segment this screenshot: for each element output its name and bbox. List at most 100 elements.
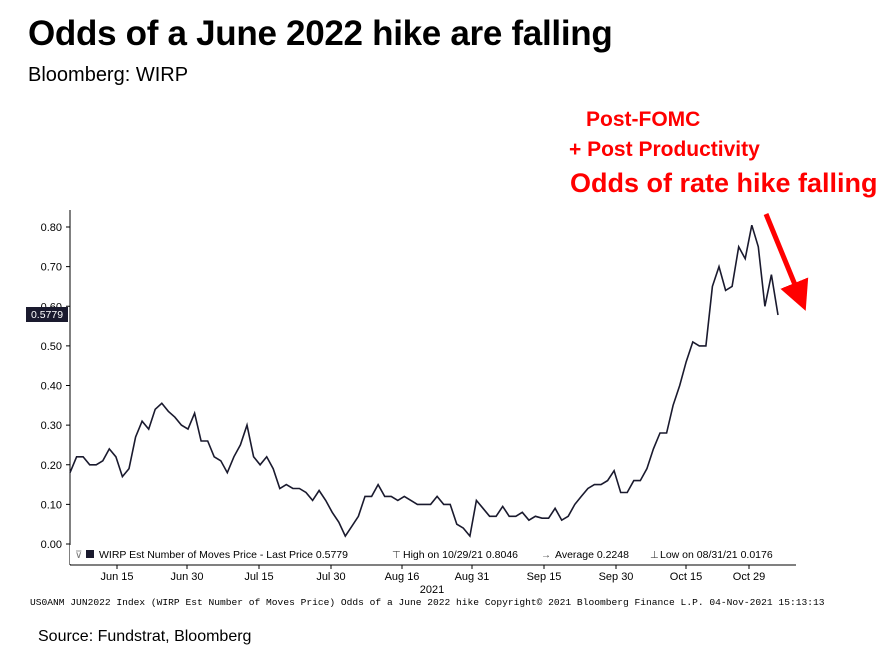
data-point xyxy=(128,467,131,470)
data-point xyxy=(311,499,314,502)
data-point xyxy=(501,505,504,508)
data-point xyxy=(704,344,707,347)
data-point xyxy=(246,424,249,427)
data-point xyxy=(180,424,183,427)
data-point xyxy=(600,483,603,486)
data-point xyxy=(632,479,635,482)
data-point xyxy=(777,314,780,317)
data-point xyxy=(82,455,85,458)
data-point xyxy=(580,495,583,498)
data-point xyxy=(108,447,111,450)
data-point xyxy=(101,459,104,462)
x-tick-label: Sep 15 xyxy=(527,571,562,583)
x-tick-label: Jun 15 xyxy=(100,571,133,583)
annotation-post-fomc: Post-FOMC xyxy=(586,108,701,131)
data-point xyxy=(232,455,235,458)
legend-low-icon: ⊥ xyxy=(650,550,659,561)
data-point xyxy=(344,535,347,538)
x-tick-label: Aug 16 xyxy=(385,571,420,583)
data-point xyxy=(429,503,432,506)
data-point xyxy=(69,471,72,474)
data-point xyxy=(698,344,701,347)
x-tick-label: Sep 30 xyxy=(599,571,634,583)
data-point xyxy=(318,489,321,492)
data-point xyxy=(383,495,386,498)
data-point xyxy=(672,404,675,407)
data-point xyxy=(377,483,380,486)
y-tick-label: 0.40 xyxy=(41,381,62,393)
data-point xyxy=(305,491,308,494)
data-point xyxy=(737,245,740,248)
data-point xyxy=(219,459,222,462)
data-point xyxy=(285,483,288,486)
red-down-arrow-icon xyxy=(763,213,809,311)
last-price-label: 0.5779 xyxy=(31,309,63,321)
y-tick-label: 0.80 xyxy=(41,222,62,234)
data-point xyxy=(514,515,517,518)
data-point xyxy=(239,443,242,446)
data-point xyxy=(449,503,452,506)
data-point xyxy=(606,479,609,482)
data-point xyxy=(639,479,642,482)
x-axis-year-label: 2021 xyxy=(420,584,444,596)
bloomberg-footer: US0ANM JUN2022 Index (WIRP Est Number of… xyxy=(30,597,825,608)
data-point xyxy=(173,416,176,419)
data-point xyxy=(455,523,458,526)
data-point xyxy=(147,428,150,431)
data-point xyxy=(403,495,406,498)
data-point xyxy=(541,517,544,520)
data-point xyxy=(495,515,498,518)
y-tick-label: 0.10 xyxy=(41,499,62,511)
data-point xyxy=(278,487,281,490)
data-point xyxy=(665,432,668,435)
data-point xyxy=(750,224,753,227)
legend-series: WIRP Est Number of Moves Price - Last Pr… xyxy=(99,549,348,561)
legend-swatch xyxy=(86,550,94,558)
data-point xyxy=(554,507,557,510)
data-point xyxy=(88,463,91,466)
data-point xyxy=(95,463,98,466)
data-point xyxy=(396,499,399,502)
series-points xyxy=(69,224,780,538)
data-point xyxy=(187,428,190,431)
data-point xyxy=(442,503,445,506)
annotation-odds-falling: Odds of rate hike falling xyxy=(570,168,878,198)
data-point xyxy=(508,515,511,518)
data-point xyxy=(370,495,373,498)
data-point xyxy=(521,511,524,514)
data-point xyxy=(488,515,491,518)
data-point xyxy=(134,436,137,439)
data-point xyxy=(167,410,170,413)
data-point xyxy=(724,289,727,292)
y-tick-label: 0.50 xyxy=(41,341,62,353)
x-tick-label: Jun 30 xyxy=(170,571,203,583)
data-point xyxy=(75,455,78,458)
data-point xyxy=(482,507,485,510)
data-point xyxy=(613,469,616,472)
legend-filter-icon: ⊽ xyxy=(75,550,82,561)
data-point xyxy=(226,471,229,474)
data-point xyxy=(586,487,589,490)
data-point xyxy=(259,463,262,466)
data-point xyxy=(593,483,596,486)
data-point xyxy=(711,285,714,288)
data-point xyxy=(298,487,301,490)
x-tick-label: Oct 29 xyxy=(733,571,765,583)
data-point xyxy=(691,340,694,343)
legend: ⊽ WIRP Est Number of Moves Price - Last … xyxy=(70,545,796,564)
data-point xyxy=(731,285,734,288)
x-tick-label: Jul 30 xyxy=(316,571,345,583)
series-line xyxy=(69,224,779,538)
data-point xyxy=(141,420,144,423)
data-point xyxy=(678,384,681,387)
chart-subtitle: Bloomberg: WIRP xyxy=(28,64,189,86)
chart-title: Odds of a June 2022 hike are falling xyxy=(28,14,613,53)
data-point xyxy=(272,467,275,470)
y-tick-label: 0.20 xyxy=(41,460,62,472)
data-point xyxy=(193,412,196,415)
data-point xyxy=(685,360,688,363)
data-point xyxy=(652,447,655,450)
annotation-post-productivity: + Post Productivity xyxy=(569,138,760,161)
data-point xyxy=(200,440,203,443)
